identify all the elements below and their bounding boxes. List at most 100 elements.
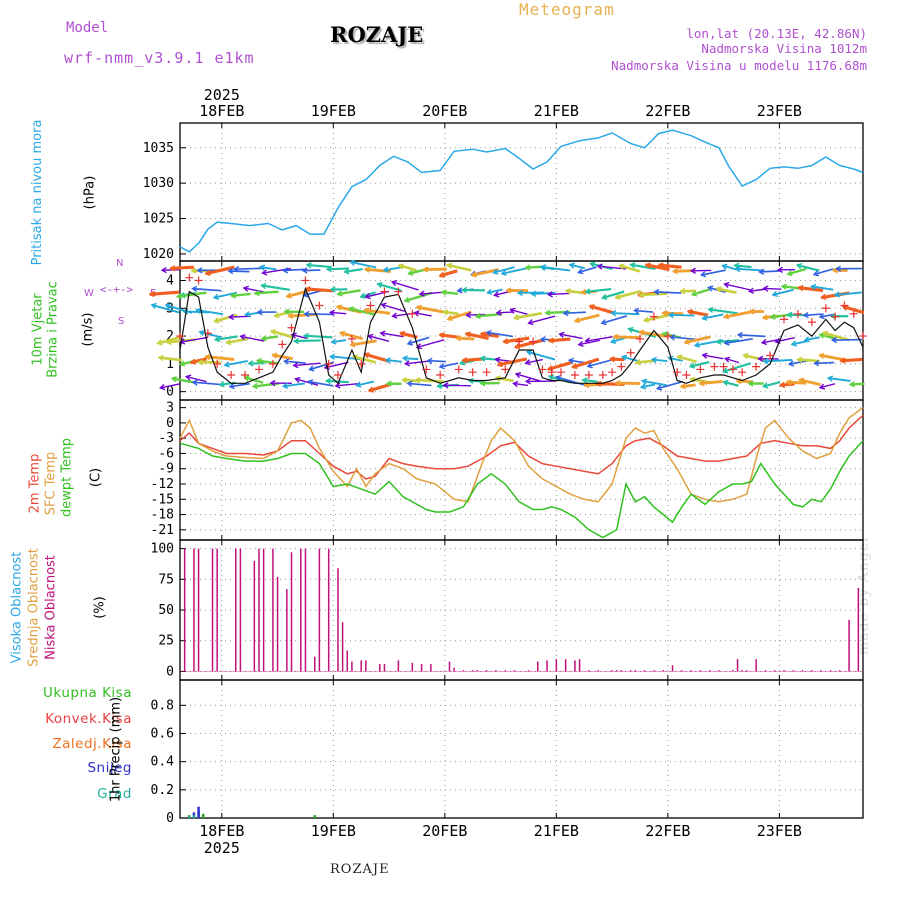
wind-arrow [670, 336, 697, 341]
wind-arrow [439, 333, 460, 339]
wind-arrow [350, 339, 377, 347]
wind-arrowhead [426, 357, 433, 365]
wind-arrow [439, 269, 458, 278]
wind-arrow [205, 355, 235, 361]
wind-arrowhead [790, 340, 797, 347]
wind-arrow [192, 381, 223, 386]
gust-marker [380, 287, 389, 296]
gust-marker [556, 368, 565, 377]
wind-arrowhead [218, 381, 225, 388]
gust-marker [859, 332, 867, 341]
wind-arrow [416, 305, 444, 314]
gust-marker [436, 370, 445, 379]
wind-arrow [368, 335, 390, 342]
wind-arrow [689, 361, 710, 368]
day-label-top-4: 22FEB [645, 102, 690, 120]
wind-arrowhead [813, 360, 820, 367]
gust-marker [482, 368, 491, 377]
wind-arrow [364, 352, 390, 363]
gust-marker [347, 334, 356, 343]
compass-west: W [84, 288, 94, 299]
wind-arrow [180, 336, 209, 343]
wind-arrow [386, 359, 402, 363]
wind-arrowhead [722, 313, 730, 320]
wind-arrow [304, 334, 333, 339]
wind-arrowhead [485, 329, 492, 337]
gust-marker [176, 332, 184, 341]
gust-marker [422, 365, 431, 374]
wind-arrowhead [762, 285, 769, 292]
wind-arrow [834, 291, 862, 296]
wind-arrowhead [512, 314, 520, 321]
wind-arrow [471, 268, 499, 277]
wind-arrowhead [253, 289, 260, 297]
wind-arrow [763, 358, 793, 363]
wind-arrowhead [676, 354, 683, 361]
gust-marker [203, 329, 212, 338]
wind-arrowhead [839, 357, 846, 364]
wind-arrowhead [524, 264, 531, 271]
wind-arrow [475, 312, 503, 318]
wind-arrow [226, 337, 249, 345]
wind-arrow [465, 332, 489, 341]
wind-arrowhead [355, 381, 362, 388]
wind-arrow [582, 378, 598, 383]
gust-marker [366, 301, 375, 310]
wind-arrow [352, 355, 376, 364]
wind-arrow [272, 353, 293, 361]
wind-arrow [645, 263, 670, 272]
elevation-label: Nadmorska Visina 1012m [701, 41, 867, 56]
wind-arrowhead [512, 380, 519, 388]
gust-marker [538, 365, 547, 374]
wind-arrowhead [826, 375, 834, 382]
wind-arrowhead [244, 311, 251, 318]
wind-arrowhead [213, 336, 221, 343]
gust-marker [301, 276, 310, 285]
wind-arrow [365, 290, 390, 298]
wind-arrowhead [461, 286, 468, 294]
wind-arrowhead [305, 262, 312, 269]
wind-arrow [302, 269, 321, 272]
wind-arrowhead [442, 382, 449, 389]
wind-arrowhead [509, 307, 516, 314]
wind-arrow [615, 289, 642, 299]
wind-arrowhead [505, 287, 512, 294]
wind-arrow [518, 291, 544, 294]
wind-arrowhead [189, 358, 196, 365]
day-label-bottom-5: 23FEB [757, 822, 802, 840]
y-tick-label-2-6: -3 [158, 431, 174, 446]
wind-arrow [619, 264, 641, 273]
wind-arrowhead [514, 371, 522, 379]
wind-arrowhead [620, 354, 628, 361]
wind-arrowhead [440, 289, 447, 296]
wind-arrowhead [287, 312, 294, 319]
wind-arrowhead [302, 332, 309, 340]
wind-arrowhead [812, 270, 820, 277]
gust-marker [738, 368, 747, 377]
wind-arrow [657, 380, 684, 390]
wind-arrow [722, 362, 752, 373]
wind-arrowhead [580, 288, 587, 296]
wind-arrowhead [336, 290, 343, 297]
wind-arrowhead [747, 287, 755, 294]
wind-arrow [503, 336, 530, 344]
wind-arrow [526, 350, 556, 361]
wind-arrowhead [251, 382, 258, 390]
wind-arrowhead [761, 314, 768, 321]
wind-arrowhead [301, 267, 308, 274]
legend-snow: Snijeg [87, 760, 132, 776]
wind-arrowhead [164, 303, 171, 310]
wind-arrow [501, 267, 529, 275]
wind-arrow [635, 359, 655, 364]
wind-arrowhead [693, 341, 701, 348]
gust-marker [501, 365, 510, 374]
wind-arrow [229, 315, 251, 318]
wind-arrowhead [747, 380, 754, 387]
wind-arrowhead [758, 268, 765, 275]
wind-arrowhead [148, 290, 155, 298]
y-tick-label-2-4: -9 [158, 462, 174, 477]
gust-marker [663, 332, 672, 341]
wind-arrow [151, 303, 180, 314]
wind-arrowhead [516, 289, 523, 297]
wind-arrowhead [175, 292, 183, 300]
